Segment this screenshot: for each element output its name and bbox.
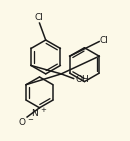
Text: Cl: Cl [100,36,109,45]
Text: +: + [40,107,46,113]
Text: Cl: Cl [34,13,43,22]
Text: OH: OH [75,75,89,84]
Text: −: − [27,117,33,123]
Text: N: N [31,109,38,118]
Text: O: O [19,118,26,127]
